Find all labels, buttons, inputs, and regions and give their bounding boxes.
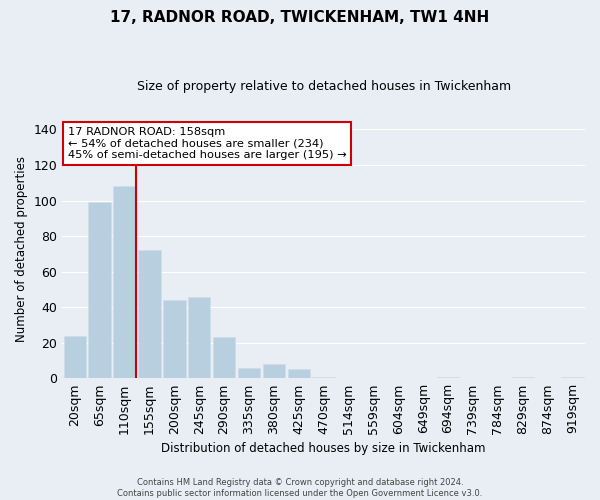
- Bar: [113, 186, 136, 378]
- Y-axis label: Number of detached properties: Number of detached properties: [15, 156, 28, 342]
- Bar: [88, 202, 111, 378]
- Bar: [238, 368, 260, 378]
- Title: Size of property relative to detached houses in Twickenham: Size of property relative to detached ho…: [137, 80, 511, 93]
- Bar: [437, 376, 460, 378]
- Text: Contains HM Land Registry data © Crown copyright and database right 2024.
Contai: Contains HM Land Registry data © Crown c…: [118, 478, 482, 498]
- Bar: [287, 370, 310, 378]
- Bar: [64, 336, 86, 378]
- Bar: [562, 376, 584, 378]
- Text: 17 RADNOR ROAD: 158sqm
← 54% of detached houses are smaller (234)
45% of semi-de: 17 RADNOR ROAD: 158sqm ← 54% of detached…: [68, 127, 346, 160]
- Bar: [213, 338, 235, 378]
- Bar: [263, 364, 285, 378]
- Bar: [163, 300, 185, 378]
- Bar: [313, 376, 335, 378]
- Bar: [138, 250, 161, 378]
- Bar: [512, 376, 534, 378]
- Text: 17, RADNOR ROAD, TWICKENHAM, TW1 4NH: 17, RADNOR ROAD, TWICKENHAM, TW1 4NH: [110, 10, 490, 25]
- Bar: [188, 296, 211, 378]
- X-axis label: Distribution of detached houses by size in Twickenham: Distribution of detached houses by size …: [161, 442, 486, 455]
